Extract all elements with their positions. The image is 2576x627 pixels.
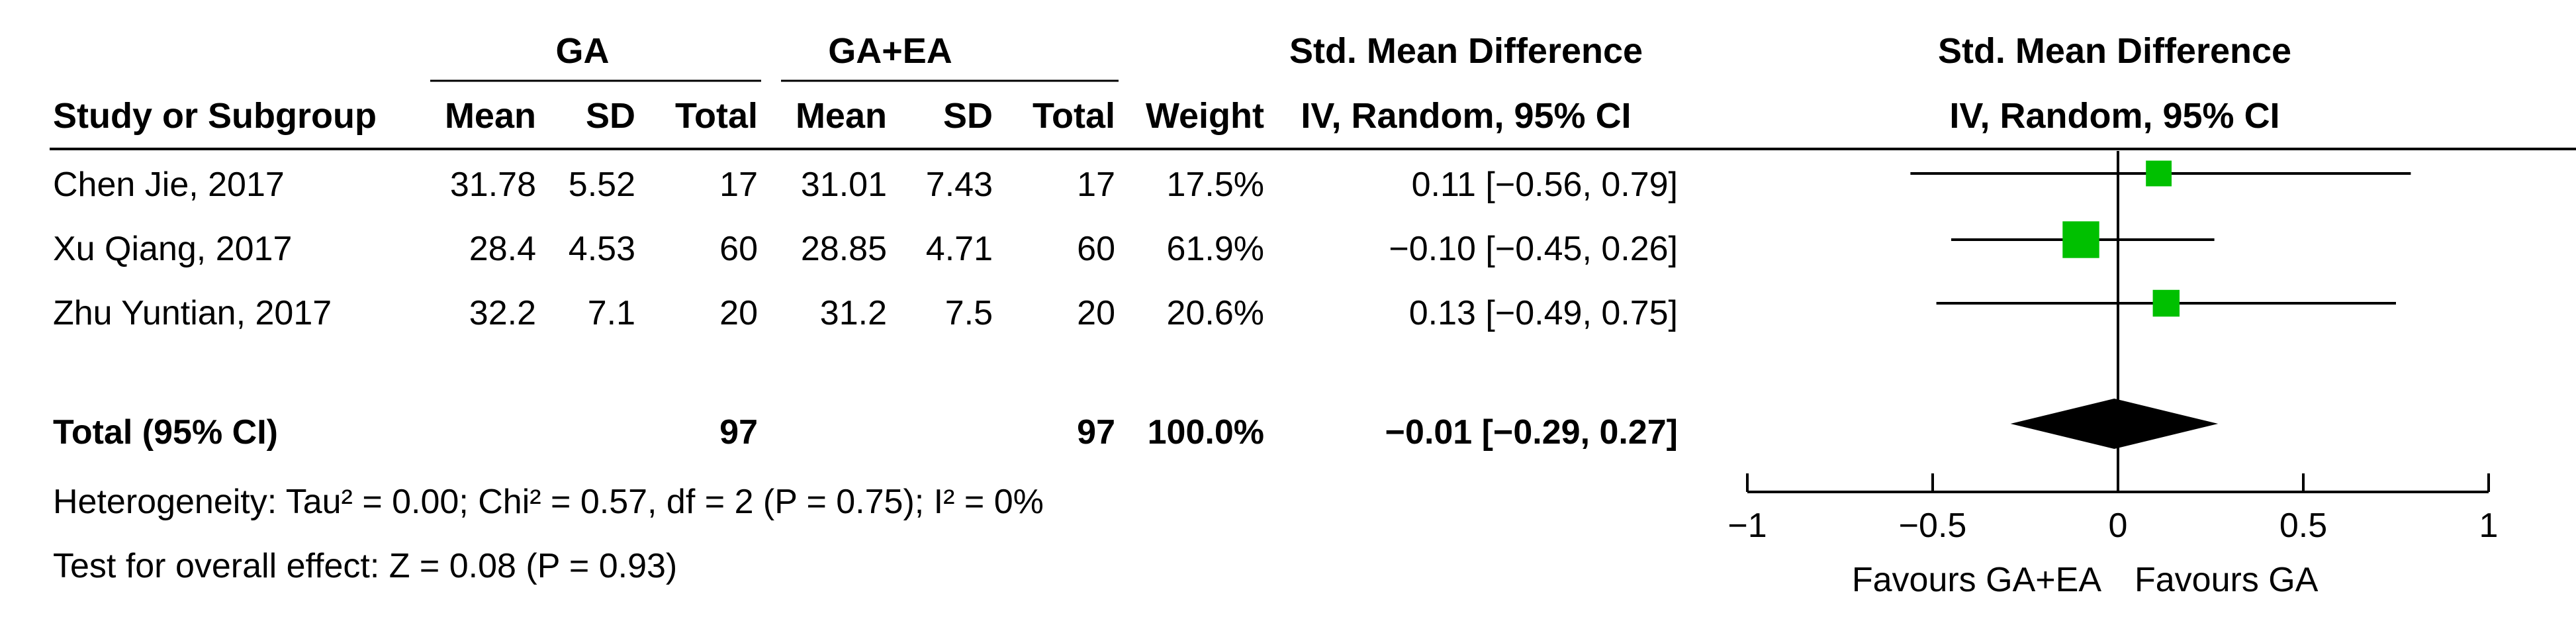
study-weight: 20.6% xyxy=(1167,294,1264,332)
study-square xyxy=(2152,289,2180,317)
group1-sd: 7.1 xyxy=(588,294,635,332)
study-square xyxy=(2062,221,2099,258)
group1-mean: 31.78 xyxy=(450,166,536,204)
method-plot-header: IV, Random, 95% CI xyxy=(1949,96,2279,136)
favours-left-label: Favours GA+EA xyxy=(1852,561,2101,599)
total-diamond xyxy=(2010,399,2219,449)
x-tick-label: 0.5 xyxy=(2279,506,2327,545)
x-tick-label: −1 xyxy=(1727,506,1767,545)
group2-mean: 31.01 xyxy=(801,166,887,204)
favours-right-label: Favours GA xyxy=(2135,561,2319,599)
group2-sd: 7.43 xyxy=(926,166,993,204)
study-row: Zhu Yuntian, 2017 32.2 7.1 20 31.2 7.5 2… xyxy=(53,294,1678,332)
group1-mean: 28.4 xyxy=(469,230,536,268)
group2-mean-header: Mean xyxy=(796,96,887,136)
study-column-header: Study or Subgroup xyxy=(53,96,377,136)
group2-mean: 31.2 xyxy=(820,294,887,332)
total-row: Total (95% CI) 97 97 100.0% −0.01 [−0.29… xyxy=(53,413,1678,452)
study-weight: 17.5% xyxy=(1167,166,1264,204)
heterogeneity-text: Heterogeneity: Tau² = 0.00; Chi² = 0.57,… xyxy=(53,483,1044,521)
study-ci-text: 0.13 [−0.49, 0.75] xyxy=(1409,294,1678,332)
group1-sd: 5.52 xyxy=(569,166,635,204)
x-tick-label: 1 xyxy=(2479,506,2499,545)
effect-plot-header: Std. Mean Difference xyxy=(1938,31,2291,71)
study-weight: 61.9% xyxy=(1167,230,1264,268)
study-marks xyxy=(1910,160,2411,317)
group1-total: 17 xyxy=(719,166,758,204)
group1-mean-header: Mean xyxy=(445,96,536,136)
group1-sd: 4.53 xyxy=(569,230,635,268)
group2-sd-header: SD xyxy=(943,96,993,136)
group1-total-header: Total xyxy=(675,96,758,136)
group1-sd-header: SD xyxy=(586,96,635,136)
weight-header: Weight xyxy=(1146,96,1264,136)
study-name: Xu Qiang, 2017 xyxy=(53,230,292,268)
group1-total: 60 xyxy=(719,230,758,268)
total-label: Total (95% CI) xyxy=(53,413,278,452)
study-ci-text: −0.10 [−0.45, 0.26] xyxy=(1389,230,1678,268)
total-group1: 97 xyxy=(719,413,758,452)
overall-effect-text: Test for overall effect: Z = 0.08 (P = 0… xyxy=(53,547,677,585)
group2-total: 60 xyxy=(1077,230,1115,268)
x-tick-label: −0.5 xyxy=(1899,506,1967,545)
group2-header: GA+EA xyxy=(828,31,952,71)
study-ci-text: 0.11 [−0.56, 0.79] xyxy=(1412,166,1678,204)
total-weight: 100.0% xyxy=(1148,413,1264,452)
total-group2: 97 xyxy=(1077,413,1115,452)
study-row: Chen Jie, 2017 31.78 5.52 17 31.01 7.43 … xyxy=(53,166,1678,204)
group2-total-header: Total xyxy=(1033,96,1115,136)
method-table-header: IV, Random, 95% CI xyxy=(1301,96,1631,136)
group2-mean: 28.85 xyxy=(801,230,887,268)
plot-area: −1 −0.5 0 0.5 1 Favours GA+EA Favours GA xyxy=(1727,151,2498,599)
group1-total: 20 xyxy=(719,294,758,332)
effect-table-header: Std. Mean Difference xyxy=(1289,31,1643,71)
group1-mean: 32.2 xyxy=(469,294,536,332)
study-row: Xu Qiang, 2017 28.4 4.53 60 28.85 4.71 6… xyxy=(53,230,1678,268)
total-ci-text: −0.01 [−0.29, 0.27] xyxy=(1385,413,1678,452)
group2-sd: 4.71 xyxy=(926,230,993,268)
group2-sd: 7.5 xyxy=(945,294,993,332)
group2-total: 20 xyxy=(1077,294,1115,332)
study-name: Zhu Yuntian, 2017 xyxy=(53,294,332,332)
x-axis-ticks: −1 −0.5 0 0.5 1 xyxy=(1727,473,2498,545)
study-name: Chen Jie, 2017 xyxy=(53,166,285,204)
study-square xyxy=(2146,160,2172,187)
x-tick-label: 0 xyxy=(2109,506,2128,545)
group2-total: 17 xyxy=(1077,166,1115,204)
group1-header: GA xyxy=(556,31,610,71)
